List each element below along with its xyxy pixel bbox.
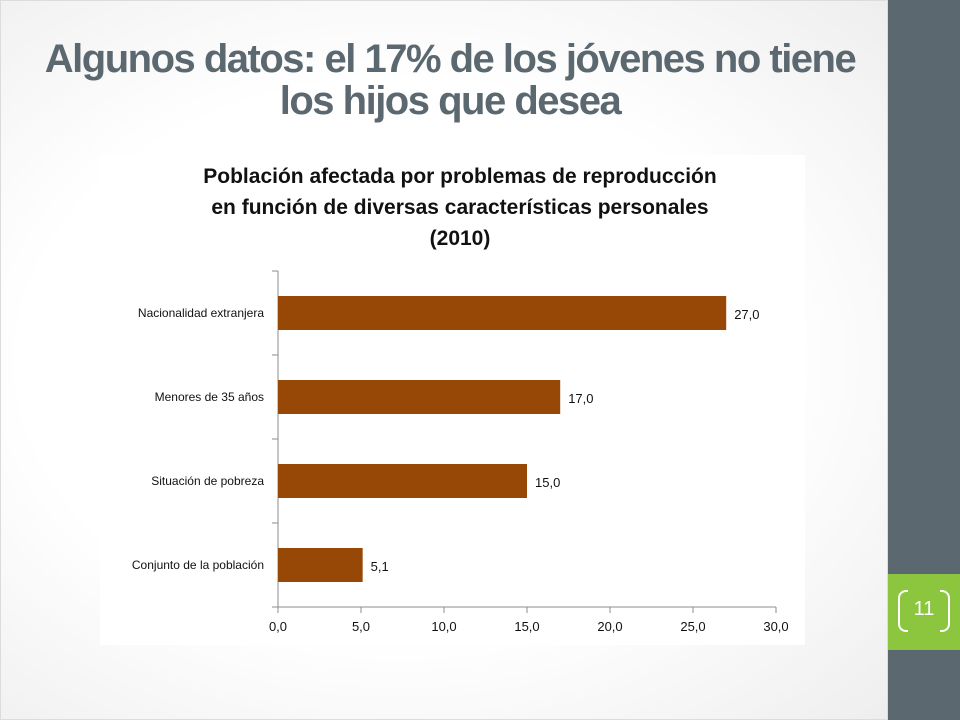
category-label: Menores de 35 años bbox=[155, 390, 264, 404]
slide-title: Algunos datos: el 17% de los jóvenes no … bbox=[44, 37, 857, 123]
page-number-badge: 11 bbox=[888, 574, 960, 650]
x-tick-label: 30,0 bbox=[763, 619, 788, 634]
value-label: 17,0 bbox=[568, 391, 593, 406]
value-label: 27,0 bbox=[734, 307, 759, 322]
chart-container: Población afectada por problemas de repr… bbox=[100, 155, 805, 645]
value-label: 5,1 bbox=[371, 559, 389, 574]
x-tick-label: 5,0 bbox=[352, 619, 370, 634]
x-tick-label: 10,0 bbox=[431, 619, 456, 634]
x-tick-label: 20,0 bbox=[597, 619, 622, 634]
bracket-left-icon bbox=[898, 590, 908, 632]
x-tick-label: 0,0 bbox=[269, 619, 287, 634]
bar-1 bbox=[278, 380, 561, 414]
bracket-right-icon bbox=[940, 590, 950, 632]
bar-3 bbox=[278, 548, 363, 582]
page-number: 11 bbox=[913, 598, 935, 620]
category-label: Situación de pobreza bbox=[151, 474, 264, 488]
x-tick-label: 25,0 bbox=[680, 619, 705, 634]
chart-title: Población afectada por problemas de repr… bbox=[203, 165, 717, 250]
x-tick-label: 15,0 bbox=[514, 619, 539, 634]
category-label: Nacionalidad extranjera bbox=[138, 306, 264, 320]
category-label: Conjunto de la población bbox=[132, 558, 264, 572]
bar-chart: 0,0 5,0 10,0 15,0 20,0 25,0 30,0 Nacionalidad e… bbox=[132, 270, 789, 634]
value-label: 15,0 bbox=[535, 475, 560, 490]
bar-0 bbox=[278, 296, 727, 330]
bar-2 bbox=[278, 464, 527, 498]
